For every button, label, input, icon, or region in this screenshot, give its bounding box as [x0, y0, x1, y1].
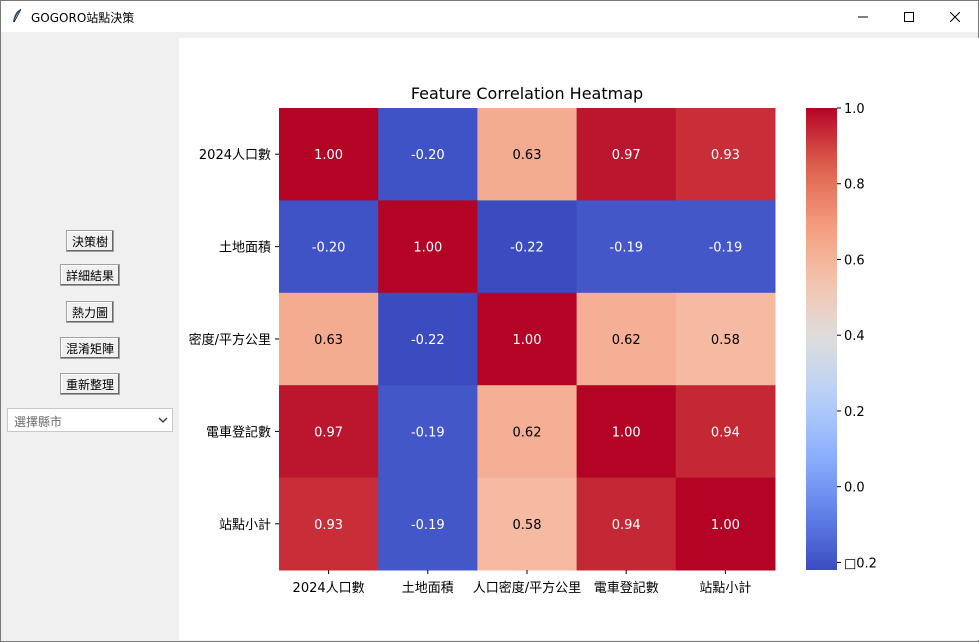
cell-value-label: 0.97 — [612, 148, 641, 163]
heatmap-cell — [675, 108, 776, 201]
colorbar-tick-label: 1.0 — [844, 102, 865, 117]
maximize-icon — [904, 11, 914, 22]
y-tick-label: 2024人口數 — [199, 148, 271, 163]
window-title: GOGORO站點決策 — [31, 11, 135, 25]
heatmap-cell — [477, 477, 578, 571]
colorbar-tick-label: 0.2 — [844, 405, 865, 420]
cell-value-label: 0.94 — [612, 518, 641, 533]
refresh-button[interactable]: 重新整理 — [60, 373, 120, 395]
cell-value-label: 0.58 — [513, 518, 542, 533]
y-tick-label: 密度/平方公里 — [189, 332, 271, 348]
cell-value-label: 0.93 — [711, 148, 740, 163]
cell-value-label: -0.20 — [411, 148, 445, 163]
cell-value-label: -0.19 — [411, 425, 445, 440]
cell-value-label: 0.63 — [314, 333, 343, 348]
colorbar-tick-label: 0.0 — [844, 481, 865, 496]
control-panel: 決策樹 詳細結果 熱力圖 混淆矩陣 重新整理 選擇縣市 — [1, 32, 178, 641]
heatmap-cell — [477, 108, 578, 201]
cell-value-label: -0.22 — [510, 241, 544, 256]
confusion-matrix-button[interactable]: 混淆矩陣 — [60, 337, 120, 359]
feather-icon — [13, 8, 22, 23]
heatmap-cell — [378, 292, 478, 386]
heatmap-button[interactable]: 熱力圖 — [66, 301, 114, 323]
heatmap-cell — [279, 385, 379, 479]
cell-value-label: -0.20 — [312, 241, 346, 256]
chevron-down-icon[interactable] — [158, 416, 168, 424]
x-tick-label: 站點小計 — [699, 580, 751, 596]
maximize-button[interactable] — [886, 1, 932, 32]
minimize-button[interactable] — [840, 1, 886, 32]
heatmap-cell — [576, 292, 677, 386]
chart-title: Feature Correlation Heatmap — [411, 84, 643, 103]
heatmap-cell — [576, 385, 677, 479]
cell-value-label: -0.19 — [411, 518, 445, 533]
heatmap-cell — [675, 292, 776, 386]
heatmap-cell — [477, 200, 578, 294]
close-button[interactable] — [932, 1, 978, 32]
minimize-icon — [858, 16, 868, 17]
cell-value-label: 1.00 — [612, 425, 641, 440]
county-select[interactable]: 選擇縣市 — [7, 408, 173, 432]
colorbar-tick-label: 0.8 — [844, 178, 865, 193]
heatmap-cell — [675, 385, 776, 479]
y-tick-label: 站點小計 — [219, 517, 271, 533]
heatmap-cell — [279, 477, 379, 571]
colorbar-tick-label: □0.2 — [844, 556, 877, 571]
decision-tree-button[interactable]: 決策樹 — [66, 230, 114, 252]
colorbar-tick-label: 0.6 — [844, 253, 865, 268]
x-tick-label: 2024人口數 — [293, 581, 365, 596]
heatmap-cell — [279, 292, 379, 386]
cell-value-label: 1.00 — [513, 333, 542, 348]
cell-value-label: -0.22 — [411, 333, 445, 348]
heatmap-cell — [378, 200, 478, 294]
heatmap-cell — [477, 385, 578, 479]
heatmap-cell — [675, 200, 776, 294]
cell-value-label: -0.19 — [709, 241, 743, 256]
cell-value-label: 0.63 — [513, 148, 542, 163]
colorbar-tick-label: 0.4 — [844, 329, 865, 344]
heatmap-cell — [378, 385, 478, 479]
cell-value-label: 0.94 — [711, 425, 740, 440]
cell-value-label: 1.00 — [711, 518, 740, 533]
cell-value-label: 1.00 — [413, 241, 442, 256]
figure-canvas: Feature Correlation Heatmap 1.00 -0.20 0.63… — [179, 38, 979, 640]
heatmap-cell — [378, 108, 478, 201]
cell-value-label: 0.62 — [513, 425, 542, 440]
x-tick-label: 人口密度/平方公里 — [473, 580, 581, 596]
cell-value-label: -0.19 — [609, 241, 643, 256]
heatmap-cell — [576, 108, 677, 201]
cell-value-label: 0.97 — [314, 425, 343, 440]
heatmap-cell — [576, 200, 677, 294]
heatmap-cell — [279, 108, 379, 201]
cell-value-label: 0.58 — [711, 333, 740, 348]
x-tick-label: 電車登記數 — [594, 580, 659, 596]
heatmap-cell — [279, 200, 379, 294]
heatmap-cell — [477, 292, 578, 386]
cell-value-label: 0.62 — [612, 333, 641, 348]
heatmap-cell — [378, 477, 478, 571]
y-tick-label: 土地面積 — [219, 241, 271, 256]
title-bar: GOGORO站點決策 — [1, 1, 978, 32]
cell-value-label: 0.93 — [314, 518, 343, 533]
x-tick-label: 土地面積 — [402, 581, 454, 596]
y-tick-label: 電車登記數 — [206, 424, 271, 440]
heatmap-cell — [675, 477, 776, 571]
colorbar — [806, 108, 837, 570]
detailed-results-button[interactable]: 詳細結果 — [60, 264, 120, 286]
heatmap-cell — [576, 477, 677, 571]
cell-value-label: 1.00 — [314, 148, 343, 163]
close-icon — [950, 11, 960, 22]
county-select-value: 選擇縣市 — [14, 415, 63, 429]
correlation-heatmap: Feature Correlation Heatmap 1.00 -0.20 0.63… — [189, 84, 877, 596]
